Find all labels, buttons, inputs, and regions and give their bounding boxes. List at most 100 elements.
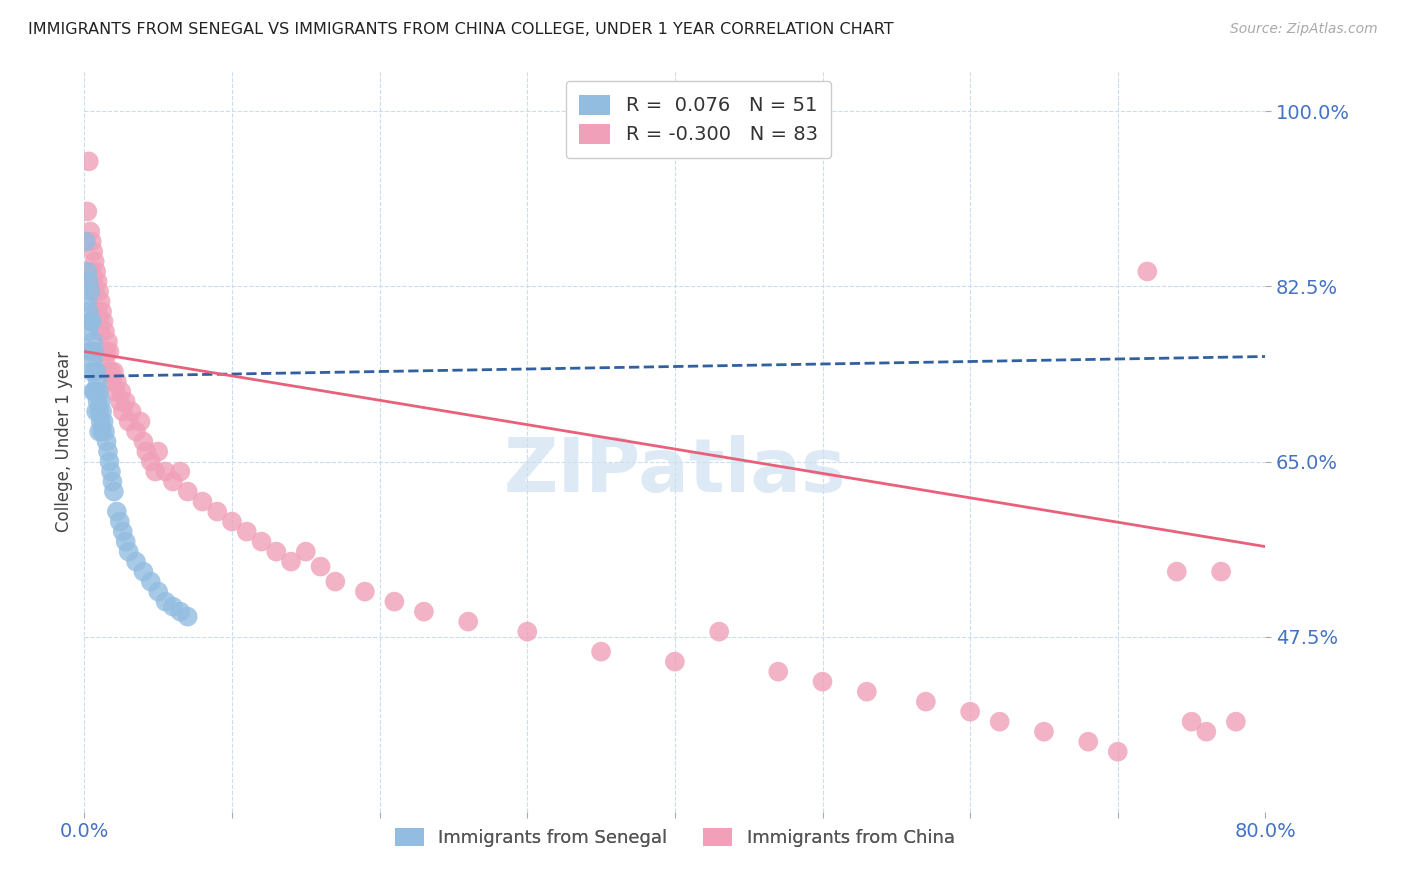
Point xyxy=(76,204,98,219)
Point xyxy=(155,465,177,479)
Point xyxy=(1166,565,1188,579)
Point xyxy=(325,574,347,589)
Point xyxy=(82,354,104,368)
Point xyxy=(664,655,686,669)
Point xyxy=(83,285,105,299)
Point xyxy=(79,314,101,328)
Point xyxy=(96,344,118,359)
Point xyxy=(177,609,200,624)
Point xyxy=(96,434,118,449)
Legend: Immigrants from Senegal, Immigrants from China: Immigrants from Senegal, Immigrants from… xyxy=(388,821,962,855)
Point xyxy=(91,425,114,439)
Point xyxy=(93,344,115,359)
Point xyxy=(132,565,155,579)
Point xyxy=(139,574,162,589)
Point xyxy=(79,344,101,359)
Point xyxy=(80,235,103,249)
Point xyxy=(111,524,134,539)
Point xyxy=(1195,724,1218,739)
Point xyxy=(295,544,318,558)
Point xyxy=(768,665,790,679)
Point xyxy=(309,559,332,574)
Point xyxy=(129,415,152,429)
Point xyxy=(86,304,108,318)
Point xyxy=(82,334,104,349)
Point xyxy=(103,484,125,499)
Point xyxy=(84,264,107,278)
Point xyxy=(280,555,302,569)
Point xyxy=(169,605,191,619)
Point xyxy=(82,244,104,259)
Point xyxy=(76,294,98,309)
Point xyxy=(79,224,101,238)
Point xyxy=(80,364,103,378)
Point xyxy=(77,275,100,289)
Point xyxy=(103,364,125,378)
Point xyxy=(114,394,136,409)
Text: Source: ZipAtlas.com: Source: ZipAtlas.com xyxy=(1230,22,1378,37)
Point xyxy=(108,515,131,529)
Point xyxy=(1136,264,1159,278)
Point xyxy=(118,544,141,558)
Point xyxy=(84,384,107,399)
Point xyxy=(87,285,111,299)
Point xyxy=(84,304,107,318)
Point xyxy=(114,534,136,549)
Point xyxy=(93,314,115,328)
Point xyxy=(125,555,148,569)
Point xyxy=(354,584,377,599)
Point xyxy=(80,264,103,278)
Point xyxy=(457,615,479,629)
Point xyxy=(915,695,938,709)
Point xyxy=(98,454,121,468)
Point xyxy=(80,344,103,359)
Point xyxy=(118,415,141,429)
Point xyxy=(94,325,117,339)
Point xyxy=(1211,565,1233,579)
Point xyxy=(83,364,105,378)
Point xyxy=(97,334,120,349)
Point xyxy=(86,394,108,409)
Point xyxy=(162,475,184,489)
Point xyxy=(382,594,406,608)
Point xyxy=(148,444,170,458)
Point xyxy=(84,404,107,418)
Point xyxy=(94,354,117,368)
Point xyxy=(84,364,107,378)
Point xyxy=(77,304,100,318)
Point xyxy=(101,375,124,389)
Point xyxy=(93,415,115,429)
Point xyxy=(413,605,436,619)
Point xyxy=(266,544,288,558)
Point xyxy=(75,235,97,249)
Point xyxy=(1107,745,1129,759)
Point xyxy=(82,275,104,289)
Point xyxy=(143,465,166,479)
Point xyxy=(148,584,170,599)
Point xyxy=(139,454,162,468)
Point xyxy=(111,404,134,418)
Point xyxy=(90,394,112,409)
Point xyxy=(177,484,200,499)
Point xyxy=(101,475,124,489)
Point xyxy=(191,494,214,508)
Point xyxy=(811,674,834,689)
Point xyxy=(121,404,143,418)
Point xyxy=(169,465,191,479)
Point xyxy=(83,384,105,399)
Point xyxy=(98,344,121,359)
Text: IMMIGRANTS FROM SENEGAL VS IMMIGRANTS FROM CHINA COLLEGE, UNDER 1 YEAR CORRELATI: IMMIGRANTS FROM SENEGAL VS IMMIGRANTS FR… xyxy=(28,22,894,37)
Point xyxy=(591,645,613,659)
Point xyxy=(856,684,879,698)
Point xyxy=(155,594,177,608)
Point xyxy=(86,275,108,289)
Point xyxy=(87,314,111,328)
Point xyxy=(77,154,100,169)
Point xyxy=(135,444,157,458)
Point xyxy=(132,434,155,449)
Point xyxy=(1225,714,1247,729)
Point xyxy=(988,714,1011,729)
Point xyxy=(94,425,117,439)
Point xyxy=(108,394,131,409)
Point xyxy=(100,465,122,479)
